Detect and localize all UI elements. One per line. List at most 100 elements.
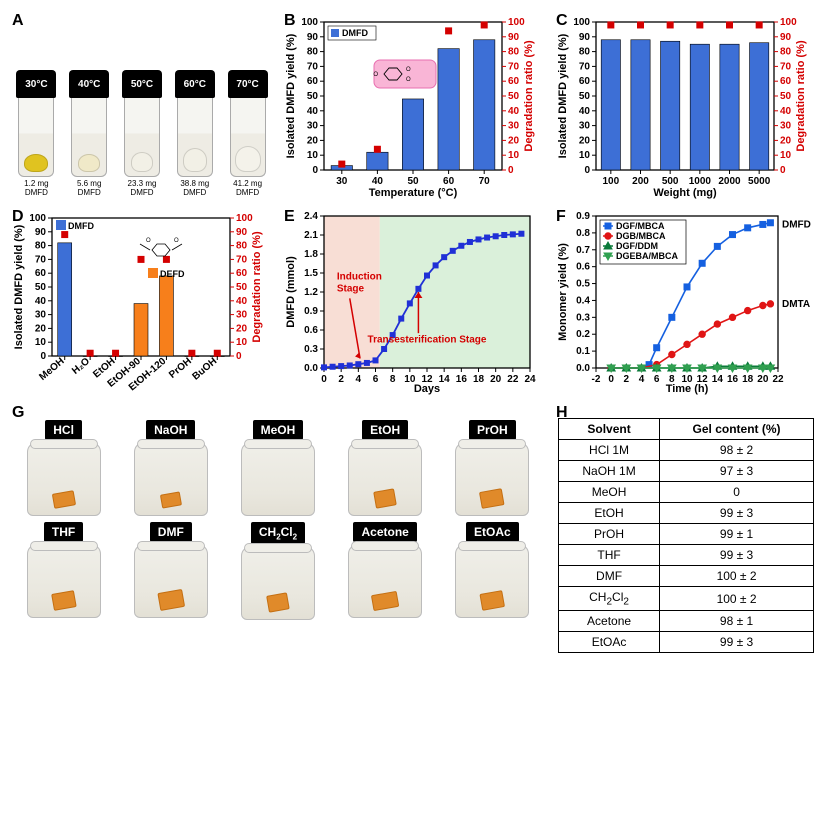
- vial-cap: 40°C: [69, 70, 109, 98]
- jar-sample: [51, 590, 77, 611]
- panel-d-letter: D: [12, 208, 24, 226]
- panel-h: H SolventGel content (%)HCl 1M98 ± 2NaOH…: [554, 402, 818, 653]
- jar: EtOAc: [451, 522, 533, 618]
- table-row: EtOH99 ± 3: [559, 503, 814, 524]
- vial-solid: [131, 152, 153, 172]
- jar: PrOH: [451, 420, 533, 516]
- vial-sublabel: 5.6 mgDMFD: [77, 180, 101, 198]
- svg-text:8: 8: [390, 374, 396, 385]
- jar-body: [455, 442, 529, 516]
- gel-cell: 100 ± 2: [660, 566, 814, 587]
- svg-text:90: 90: [236, 227, 248, 238]
- vial-solid: [24, 154, 48, 172]
- jar-sample: [160, 491, 182, 509]
- svg-text:10: 10: [579, 150, 591, 161]
- gel-cell: 98 ± 2: [660, 440, 814, 461]
- svg-text:2: 2: [624, 374, 630, 385]
- svg-text:500: 500: [662, 176, 679, 187]
- jar-sample: [480, 591, 505, 611]
- svg-text:90: 90: [307, 32, 319, 43]
- svg-text:16: 16: [456, 374, 468, 385]
- jar-sample: [51, 490, 75, 509]
- jar-row: THF DMF CH2Cl2 Acetone: [10, 518, 546, 622]
- svg-text:60: 60: [579, 76, 591, 87]
- svg-text:DMTA: DMTA: [782, 299, 810, 310]
- svg-text:20: 20: [307, 135, 319, 146]
- svg-text:DGEBA/MBCA: DGEBA/MBCA: [616, 251, 678, 261]
- chart-d: 0102030405060708090100010203040506070809…: [10, 206, 270, 396]
- svg-text:4: 4: [639, 374, 645, 385]
- jar-label: MeOH: [253, 420, 304, 440]
- svg-text:0.5: 0.5: [576, 279, 590, 290]
- svg-text:90: 90: [508, 32, 520, 43]
- jar-label: Acetone: [353, 522, 416, 542]
- svg-text:0: 0: [321, 374, 327, 385]
- svg-text:DEFD: DEFD: [160, 269, 185, 279]
- table-header: Gel content (%): [660, 419, 814, 440]
- svg-text:50: 50: [508, 91, 520, 102]
- svg-text:10: 10: [236, 337, 248, 348]
- svg-text:1.8: 1.8: [304, 249, 318, 260]
- svg-text:100: 100: [29, 213, 46, 224]
- panel-c: C 01020304050607080901000102030405060708…: [554, 10, 818, 200]
- solvent-cell: PrOH: [559, 524, 660, 545]
- gel-cell: 99 ± 1: [660, 524, 814, 545]
- svg-text:0.6: 0.6: [304, 325, 318, 336]
- jar-sample: [157, 589, 184, 611]
- table-header: Solvent: [559, 419, 660, 440]
- gel-content-table: SolventGel content (%)HCl 1M98 ± 2NaOH 1…: [558, 418, 814, 653]
- svg-text:30: 30: [780, 121, 792, 132]
- svg-text:0.6: 0.6: [576, 262, 590, 273]
- vial-body: [177, 98, 213, 177]
- svg-text:14: 14: [712, 374, 724, 385]
- jar-lip: [137, 439, 205, 449]
- svg-text:60: 60: [443, 176, 455, 187]
- gel-cell: 99 ± 3: [660, 545, 814, 566]
- svg-text:80: 80: [236, 241, 248, 252]
- svg-text:30: 30: [579, 121, 591, 132]
- chart-c: 0102030405060708090100010203040506070809…: [554, 10, 814, 200]
- svg-text:DMFD: DMFD: [68, 221, 94, 231]
- vial-solid: [183, 148, 207, 172]
- svg-text:200: 200: [632, 176, 649, 187]
- table-row: HCl 1M98 ± 2: [559, 440, 814, 461]
- panel-d: D 01020304050607080901000102030405060708…: [10, 206, 274, 396]
- jar-sample: [371, 591, 399, 611]
- jar-label: HCl: [45, 420, 82, 440]
- jar-lip: [30, 541, 98, 551]
- svg-text:70: 70: [236, 254, 248, 265]
- svg-text:70: 70: [780, 61, 792, 72]
- svg-text:Isolated DMFD yield (%): Isolated DMFD yield (%): [13, 224, 25, 349]
- jar: MeOH: [237, 420, 319, 516]
- jar-body: [27, 442, 101, 516]
- panel-e-letter: E: [284, 208, 295, 226]
- svg-text:Degradation ratio (%): Degradation ratio (%): [523, 40, 535, 152]
- vial-solid: [78, 154, 100, 172]
- jar-sample: [479, 488, 505, 509]
- panel-g: G HCl NaOH MeOH EtOH: [10, 402, 546, 653]
- svg-text:50: 50: [236, 282, 248, 293]
- svg-text:Weight (mg): Weight (mg): [653, 187, 717, 199]
- gel-cell: 99 ± 3: [660, 503, 814, 524]
- svg-text:0: 0: [780, 165, 786, 176]
- jar-label: EtOAc: [466, 522, 519, 542]
- svg-text:40: 40: [307, 106, 319, 117]
- svg-text:10: 10: [780, 150, 792, 161]
- svg-text:Degradation ratio (%): Degradation ratio (%): [251, 231, 263, 343]
- svg-text:100: 100: [508, 17, 525, 28]
- svg-text:20: 20: [490, 374, 502, 385]
- svg-text:Induction: Induction: [337, 271, 382, 282]
- svg-text:Transesterification Stage: Transesterification Stage: [368, 335, 487, 346]
- jar: DMF: [130, 522, 212, 618]
- svg-text:5000: 5000: [748, 176, 771, 187]
- svg-text:Degradation ratio (%): Degradation ratio (%): [795, 40, 807, 152]
- vial: 60°C 38.8 mgDMFD: [173, 70, 217, 198]
- svg-text:70: 70: [579, 61, 591, 72]
- svg-text:0: 0: [236, 351, 242, 362]
- svg-text:50: 50: [35, 282, 47, 293]
- jar-body: [27, 544, 101, 618]
- svg-text:0.3: 0.3: [576, 312, 590, 323]
- svg-text:100: 100: [602, 176, 619, 187]
- jar-label: CH2Cl2: [251, 522, 305, 544]
- svg-text:30: 30: [336, 176, 348, 187]
